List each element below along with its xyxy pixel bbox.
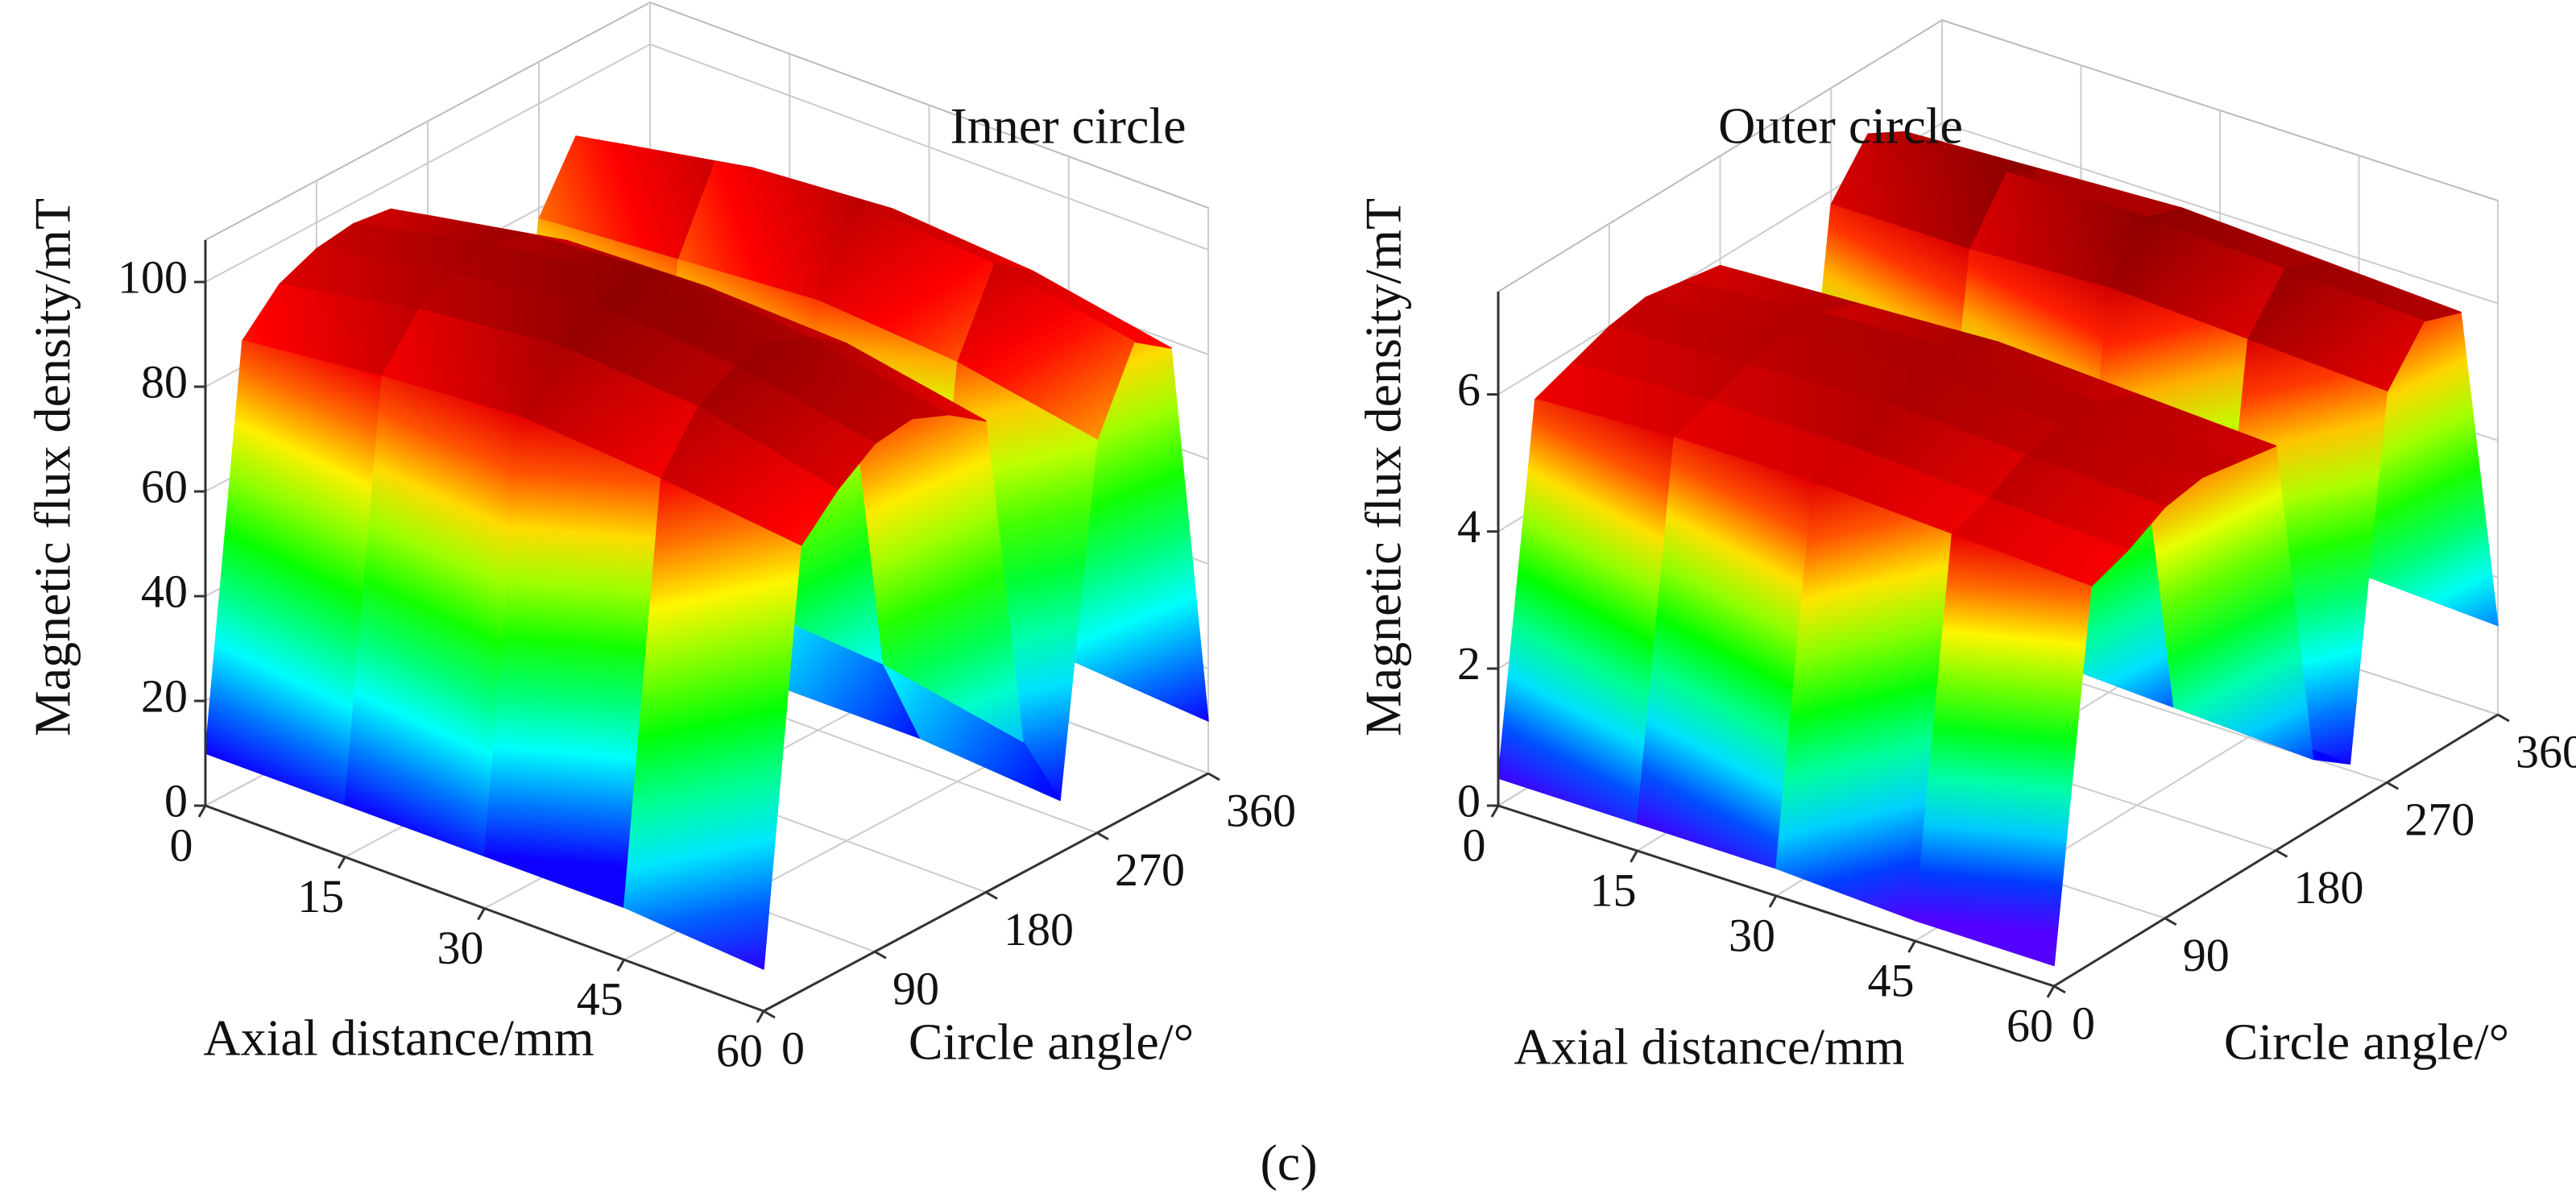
caption: (c) bbox=[1260, 1134, 1317, 1192]
y-tick-label: 180 bbox=[1004, 903, 1074, 955]
x-axis-label: Axial distance/mm bbox=[1514, 1018, 1904, 1076]
tick-mark bbox=[1630, 850, 1638, 863]
tick-mark bbox=[2275, 849, 2288, 858]
x-tick-label: 45 bbox=[1868, 954, 1915, 1006]
z-tick-label: 6 bbox=[1457, 363, 1481, 416]
tick-mark bbox=[874, 950, 887, 960]
z-tick-label: 4 bbox=[1457, 500, 1481, 553]
x-tick-label: 15 bbox=[297, 870, 344, 922]
x-tick-label: 60 bbox=[2007, 999, 2053, 1051]
tick-mark bbox=[2164, 917, 2177, 926]
y-tick-label: 360 bbox=[2516, 725, 2576, 777]
tick-mark bbox=[1490, 805, 1500, 818]
y-tick-label: 180 bbox=[2294, 861, 2364, 914]
z-tick-label: 0 bbox=[1457, 774, 1481, 827]
z-axis-label: Magnetic flux density/mT bbox=[1355, 198, 1412, 736]
z-tick-label: 60 bbox=[141, 460, 188, 512]
tick-mark bbox=[2497, 713, 2510, 723]
x-tick-label: 45 bbox=[577, 973, 623, 1026]
y-tick-label: 270 bbox=[2404, 794, 2475, 846]
x-tick-label: 30 bbox=[437, 922, 484, 974]
tick-mark bbox=[337, 856, 346, 869]
z-tick-label: 0 bbox=[164, 774, 188, 827]
tick-mark bbox=[2053, 985, 2066, 994]
tick-mark bbox=[2386, 781, 2399, 790]
tick-mark bbox=[2046, 985, 2056, 998]
y-axis-label: Circle angle/° bbox=[909, 1014, 1194, 1071]
tick-mark bbox=[616, 959, 626, 972]
tick-mark bbox=[477, 907, 486, 921]
x-tick-label: 30 bbox=[1729, 909, 1775, 961]
tick-mark bbox=[1096, 831, 1109, 841]
x-tick-label: 0 bbox=[170, 819, 193, 871]
chart-title: Inner circle bbox=[950, 97, 1186, 155]
z-tick-label: 2 bbox=[1457, 637, 1481, 690]
y-tick-label: 90 bbox=[892, 963, 939, 1015]
surface-patch bbox=[1914, 533, 2092, 967]
z-tick-label: 100 bbox=[118, 251, 188, 303]
y-tick-label: 0 bbox=[781, 1022, 805, 1074]
z-tick-label: 80 bbox=[141, 355, 188, 408]
surface-patch bbox=[623, 478, 801, 970]
y-tick-label: 0 bbox=[2072, 997, 2095, 1049]
tick-mark bbox=[756, 1010, 765, 1023]
tick-mark bbox=[1207, 772, 1220, 781]
x-tick-label: 60 bbox=[716, 1024, 763, 1076]
y-axis-label: Circle angle/° bbox=[2224, 1014, 2509, 1071]
z-tick-label: 20 bbox=[141, 669, 188, 722]
y-tick-label: 90 bbox=[2183, 929, 2230, 981]
x-tick-label: 15 bbox=[1590, 864, 1637, 916]
y-tick-label: 270 bbox=[1115, 844, 1185, 896]
tick-mark bbox=[197, 805, 207, 818]
chart-title: Outer circle bbox=[1718, 97, 1963, 155]
z-tick-label: 40 bbox=[141, 565, 188, 617]
tick-mark bbox=[1768, 895, 1778, 908]
x-axis-label: Axial distance/mm bbox=[203, 1009, 594, 1067]
tick-mark bbox=[1907, 940, 1916, 953]
tick-mark bbox=[763, 1009, 776, 1019]
tick-mark bbox=[985, 891, 998, 900]
z-axis-label: Magnetic flux density/mT bbox=[24, 198, 81, 736]
x-tick-label: 0 bbox=[1463, 819, 1486, 871]
y-tick-label: 360 bbox=[1226, 784, 1296, 836]
